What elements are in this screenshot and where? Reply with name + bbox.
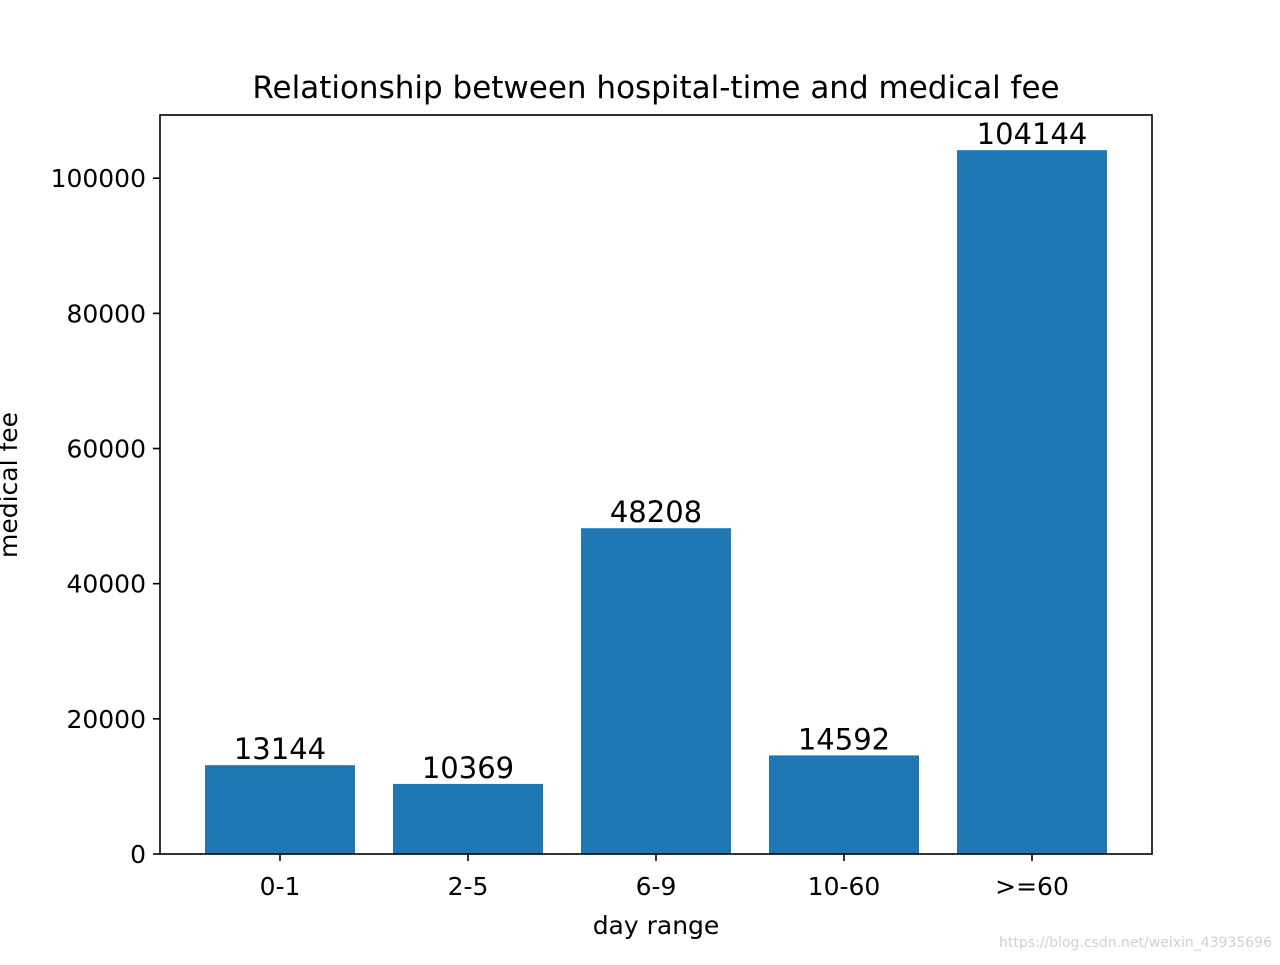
bar-4 bbox=[957, 150, 1107, 854]
bar-1 bbox=[393, 783, 543, 854]
data-labels-group: 13144 10369 48208 14592 104144 bbox=[234, 117, 1087, 785]
x-tick-label-3: 10-60 bbox=[808, 872, 881, 901]
x-axis-label: day range bbox=[593, 911, 720, 940]
chart-title: Relationship between hospital-time and m… bbox=[252, 70, 1059, 106]
bar-value-label-3: 14592 bbox=[798, 722, 890, 756]
y-axis-ticks: 0 20000 40000 60000 80000 100000 bbox=[51, 164, 160, 869]
bar-2 bbox=[581, 528, 731, 854]
watermark-text: https://blog.csdn.net/weixin_43935696 bbox=[999, 935, 1272, 951]
bar-value-label-4: 104144 bbox=[977, 117, 1088, 151]
bars-group bbox=[205, 150, 1107, 854]
bar-0 bbox=[205, 765, 355, 854]
y-axis-label: medical fee bbox=[0, 412, 23, 558]
bar-3 bbox=[769, 755, 919, 854]
y-tick-label-3: 60000 bbox=[66, 435, 146, 464]
y-tick-label-5: 100000 bbox=[51, 164, 146, 193]
bar-value-label-1: 10369 bbox=[422, 751, 514, 785]
x-tick-label-0: 0-1 bbox=[260, 872, 301, 901]
bar-value-label-0: 13144 bbox=[234, 732, 326, 766]
y-tick-label-1: 20000 bbox=[66, 705, 146, 734]
y-tick-label-4: 80000 bbox=[66, 299, 146, 328]
x-tick-label-4: >=60 bbox=[995, 872, 1069, 901]
x-axis-ticks: 0-1 2-5 6-9 10-60 >=60 bbox=[260, 854, 1069, 901]
plot-frame bbox=[159, 114, 1153, 855]
y-tick-label-2: 40000 bbox=[66, 570, 146, 599]
x-tick-label-1: 2-5 bbox=[448, 872, 489, 901]
bar-value-label-2: 48208 bbox=[610, 495, 702, 529]
y-tick-label-0: 0 bbox=[130, 840, 146, 869]
x-tick-label-2: 6-9 bbox=[636, 872, 677, 901]
